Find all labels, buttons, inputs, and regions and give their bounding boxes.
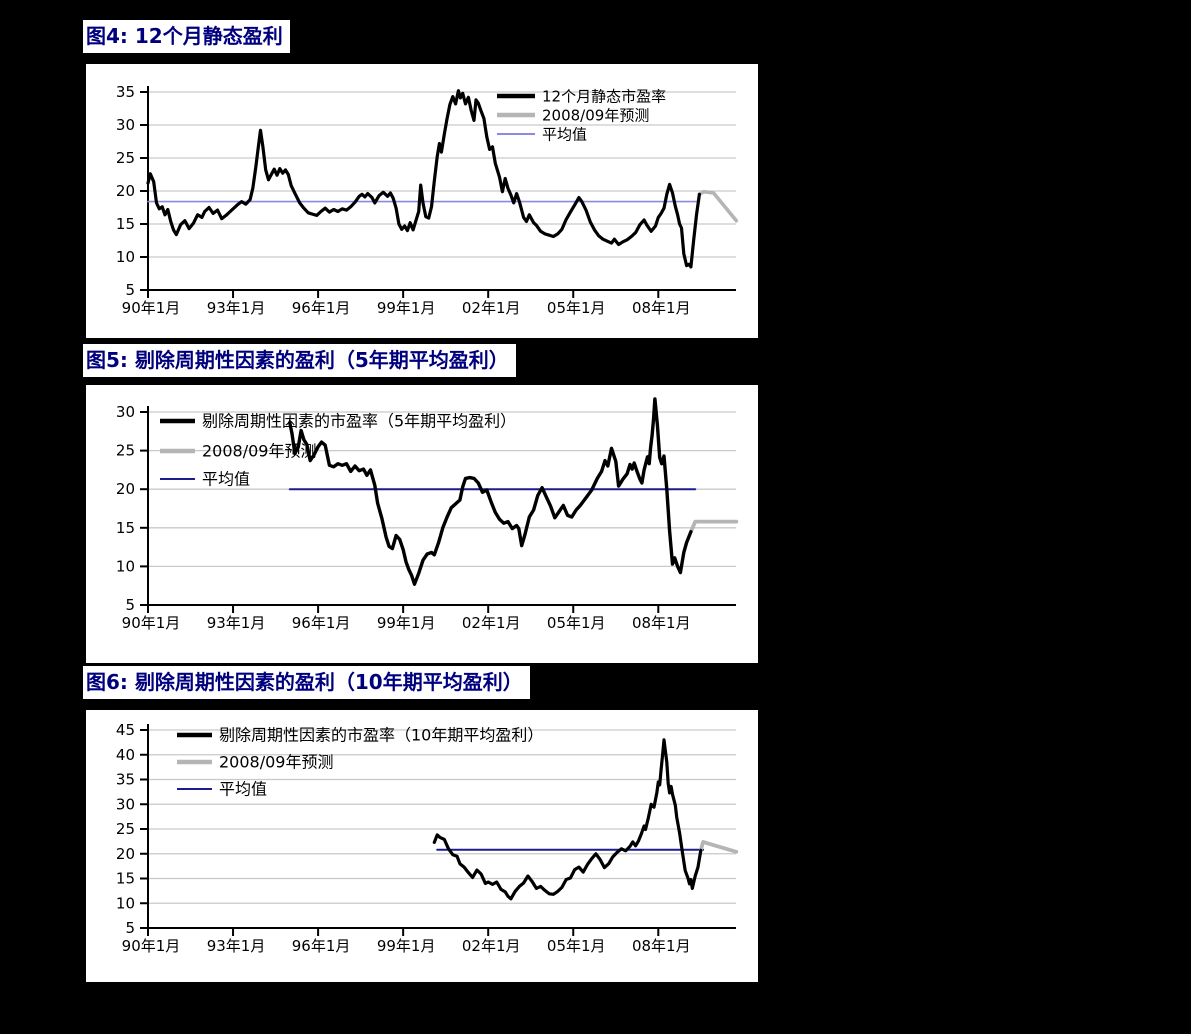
y-tick-label: 15	[116, 215, 135, 233]
main-series-line	[432, 738, 703, 901]
y-tick-label: 30	[116, 795, 135, 813]
x-tick-label: 96年1月	[292, 299, 351, 317]
legend-label: 平均值	[219, 780, 267, 799]
x-tick-label: 96年1月	[292, 614, 351, 632]
y-tick-label: 25	[116, 442, 135, 460]
figure5-title: 图5: 剔除周期性因素的盈利（5年期平均盈利）	[83, 344, 516, 377]
x-tick-label: 93年1月	[207, 614, 266, 632]
y-tick-label: 35	[116, 83, 135, 101]
legend-label: 12个月静态市盈率	[542, 88, 666, 106]
legend-label: 平均值	[542, 126, 587, 144]
pe-12m-chart: 5 10 15 20 25 30 35 90年1月 93年1月 96年1月 99年1月 02年1月 05…	[116, 83, 739, 317]
y-tick-label: 15	[116, 870, 135, 888]
legend-label: 平均值	[202, 470, 250, 489]
legend-label: 2008/09年预测	[542, 107, 649, 125]
x-tick-label: 93年1月	[207, 937, 266, 955]
figure6-chart-panel: 5 10 15 20 25 30 35 40 45 90年1月 93年1月 96年1月 99年1月 02年…	[86, 710, 758, 982]
figure5-chart-panel: 5 10 15 20 25 30 90年1月 93年1月 96年1月 99年1月 02年1月 05年1…	[86, 385, 758, 663]
forecast-series-line	[689, 519, 739, 534]
main-series-line	[146, 89, 702, 269]
figure6-title: 图6: 剔除周期性因素的盈利（10年期平均盈利）	[83, 666, 530, 699]
y-tick-label: 10	[116, 557, 135, 575]
y-tick-label: 10	[116, 248, 135, 266]
x-tick-label: 90年1月	[122, 614, 181, 632]
y-tick-label: 5	[125, 281, 135, 299]
main-series-line	[288, 397, 693, 586]
x-tick-label: 02年1月	[462, 614, 521, 632]
y-tick-label: 5	[125, 596, 135, 614]
figure4-chart-panel: 5 10 15 20 25 30 35 90年1月 93年1月 96年1月 99年1月 02年1月 05…	[86, 64, 758, 338]
x-tick-label: 99年1月	[377, 937, 436, 955]
x-tick-label: 90年1月	[122, 937, 181, 955]
legend-label: 剔除周期性因素的市盈率（10年期平均盈利）	[219, 726, 543, 745]
y-tick-label: 40	[116, 746, 135, 764]
y-tick-label: 25	[116, 149, 135, 167]
x-tick-label: 05年1月	[547, 614, 606, 632]
pe-10y-avg-chart: 5 10 15 20 25 30 35 40 45 90年1月 93年1月 96年1月 99年1月 02年…	[116, 721, 739, 955]
x-tick-label: 99年1月	[377, 299, 436, 317]
x-tick-label: 02年1月	[462, 937, 521, 955]
y-tick-label: 10	[116, 894, 135, 912]
x-tick-label: 08年1月	[632, 937, 691, 955]
x-tick-label: 05年1月	[547, 937, 606, 955]
x-tick-label: 96年1月	[292, 937, 351, 955]
x-tick-label: 02年1月	[462, 299, 521, 317]
y-tick-label: 25	[116, 820, 135, 838]
forecast-series-line	[698, 839, 739, 854]
y-tick-label: 15	[116, 519, 135, 537]
y-tick-label: 20	[116, 480, 135, 498]
x-tick-label: 99年1月	[377, 614, 436, 632]
x-tick-label: 93年1月	[207, 299, 266, 317]
y-tick-label: 30	[116, 116, 135, 134]
y-tick-label: 30	[116, 403, 135, 421]
y-tick-label: 35	[116, 771, 135, 789]
legend-label: 2008/09年预测	[219, 753, 333, 772]
x-tick-label: 05年1月	[547, 299, 606, 317]
legend-label: 剔除周期性因素的市盈率（5年期平均盈利）	[202, 412, 516, 431]
legend-label: 2008/09年预测	[202, 442, 316, 461]
y-tick-label: 20	[116, 182, 135, 200]
x-tick-label: 90年1月	[122, 299, 181, 317]
y-tick-label: 45	[116, 721, 135, 739]
x-tick-label: 08年1月	[632, 299, 691, 317]
x-tick-label: 08年1月	[632, 614, 691, 632]
pe-5y-avg-chart: 5 10 15 20 25 30 90年1月 93年1月 96年1月 99年1月 02年1月 05年1…	[116, 397, 739, 632]
y-tick-label: 5	[125, 919, 135, 937]
figure4-title: 图4: 12个月静态盈利	[83, 20, 290, 53]
forecast-series-line	[697, 189, 739, 223]
y-tick-label: 20	[116, 845, 135, 863]
